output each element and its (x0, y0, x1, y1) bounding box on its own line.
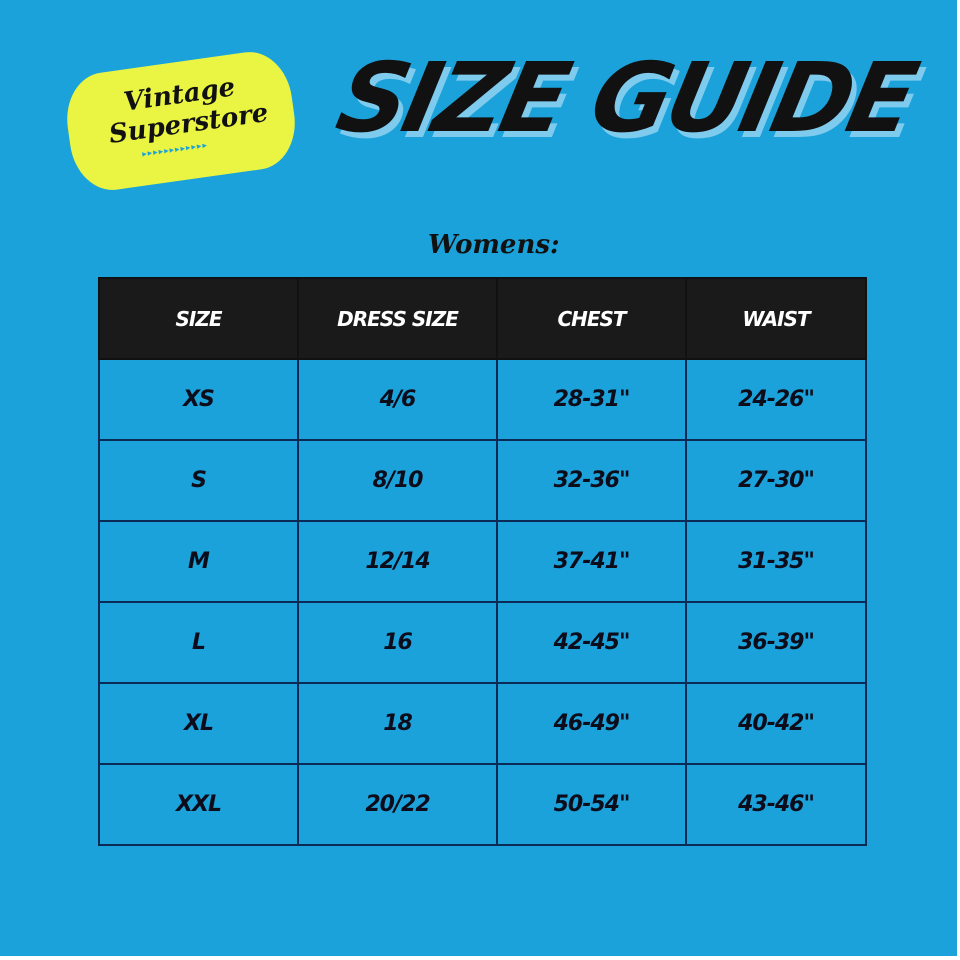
cell-dress-size: 12/14 (297, 520, 498, 603)
cell-dress-size: 4/6 (297, 358, 498, 441)
table-row: XXL 20/22 50-54" 43-46" (98, 763, 867, 846)
cell-chest: 37-41" (496, 520, 687, 603)
page-title: SIZE GUIDE (328, 42, 924, 154)
cell-dress-size: 18 (297, 682, 498, 765)
cell-size: S (98, 439, 299, 522)
cell-chest: 28-31" (496, 358, 687, 441)
table-row: XS 4/6 28-31" 24-26" (98, 358, 867, 441)
table-row: S 8/10 32-36" 27-30" (98, 439, 867, 522)
cell-size: L (98, 601, 299, 684)
table-header-row: SIZE DRESS SIZE CHEST WAIST (98, 277, 867, 360)
cell-chest: 46-49" (496, 682, 687, 765)
size-table: SIZE DRESS SIZE CHEST WAIST XS 4/6 28-31" 2… (98, 277, 867, 846)
cell-dress-size: 16 (297, 601, 498, 684)
header-chest: CHEST (496, 277, 687, 360)
cell-size: M (98, 520, 299, 603)
header-dress-size: DRESS SIZE (297, 277, 498, 360)
cell-waist: 27-30" (685, 439, 867, 522)
section-subtitle: Womens: (428, 230, 560, 260)
cell-size: XS (98, 358, 299, 441)
cell-chest: 50-54" (496, 763, 687, 846)
vintage-superstore-logo: Vintage Superstore ▸▸▸▸▸▸▸▸▸▸▸▸ (60, 46, 302, 196)
cell-size: XL (98, 682, 299, 765)
cell-waist: 36-39" (685, 601, 867, 684)
cell-waist: 43-46" (685, 763, 867, 846)
cell-chest: 42-45" (496, 601, 687, 684)
cell-dress-size: 8/10 (297, 439, 498, 522)
cell-waist: 40-42" (685, 682, 867, 765)
table-row: L 16 42-45" 36-39" (98, 601, 867, 684)
cell-size: XXL (98, 763, 299, 846)
table-row: M 12/14 37-41" 31-35" (98, 520, 867, 603)
table-row: XL 18 46-49" 40-42" (98, 682, 867, 765)
cell-chest: 32-36" (496, 439, 687, 522)
header-size: SIZE (98, 277, 299, 360)
header-waist: WAIST (685, 277, 867, 360)
cell-dress-size: 20/22 (297, 763, 498, 846)
cell-waist: 24-26" (685, 358, 867, 441)
cell-waist: 31-35" (685, 520, 867, 603)
